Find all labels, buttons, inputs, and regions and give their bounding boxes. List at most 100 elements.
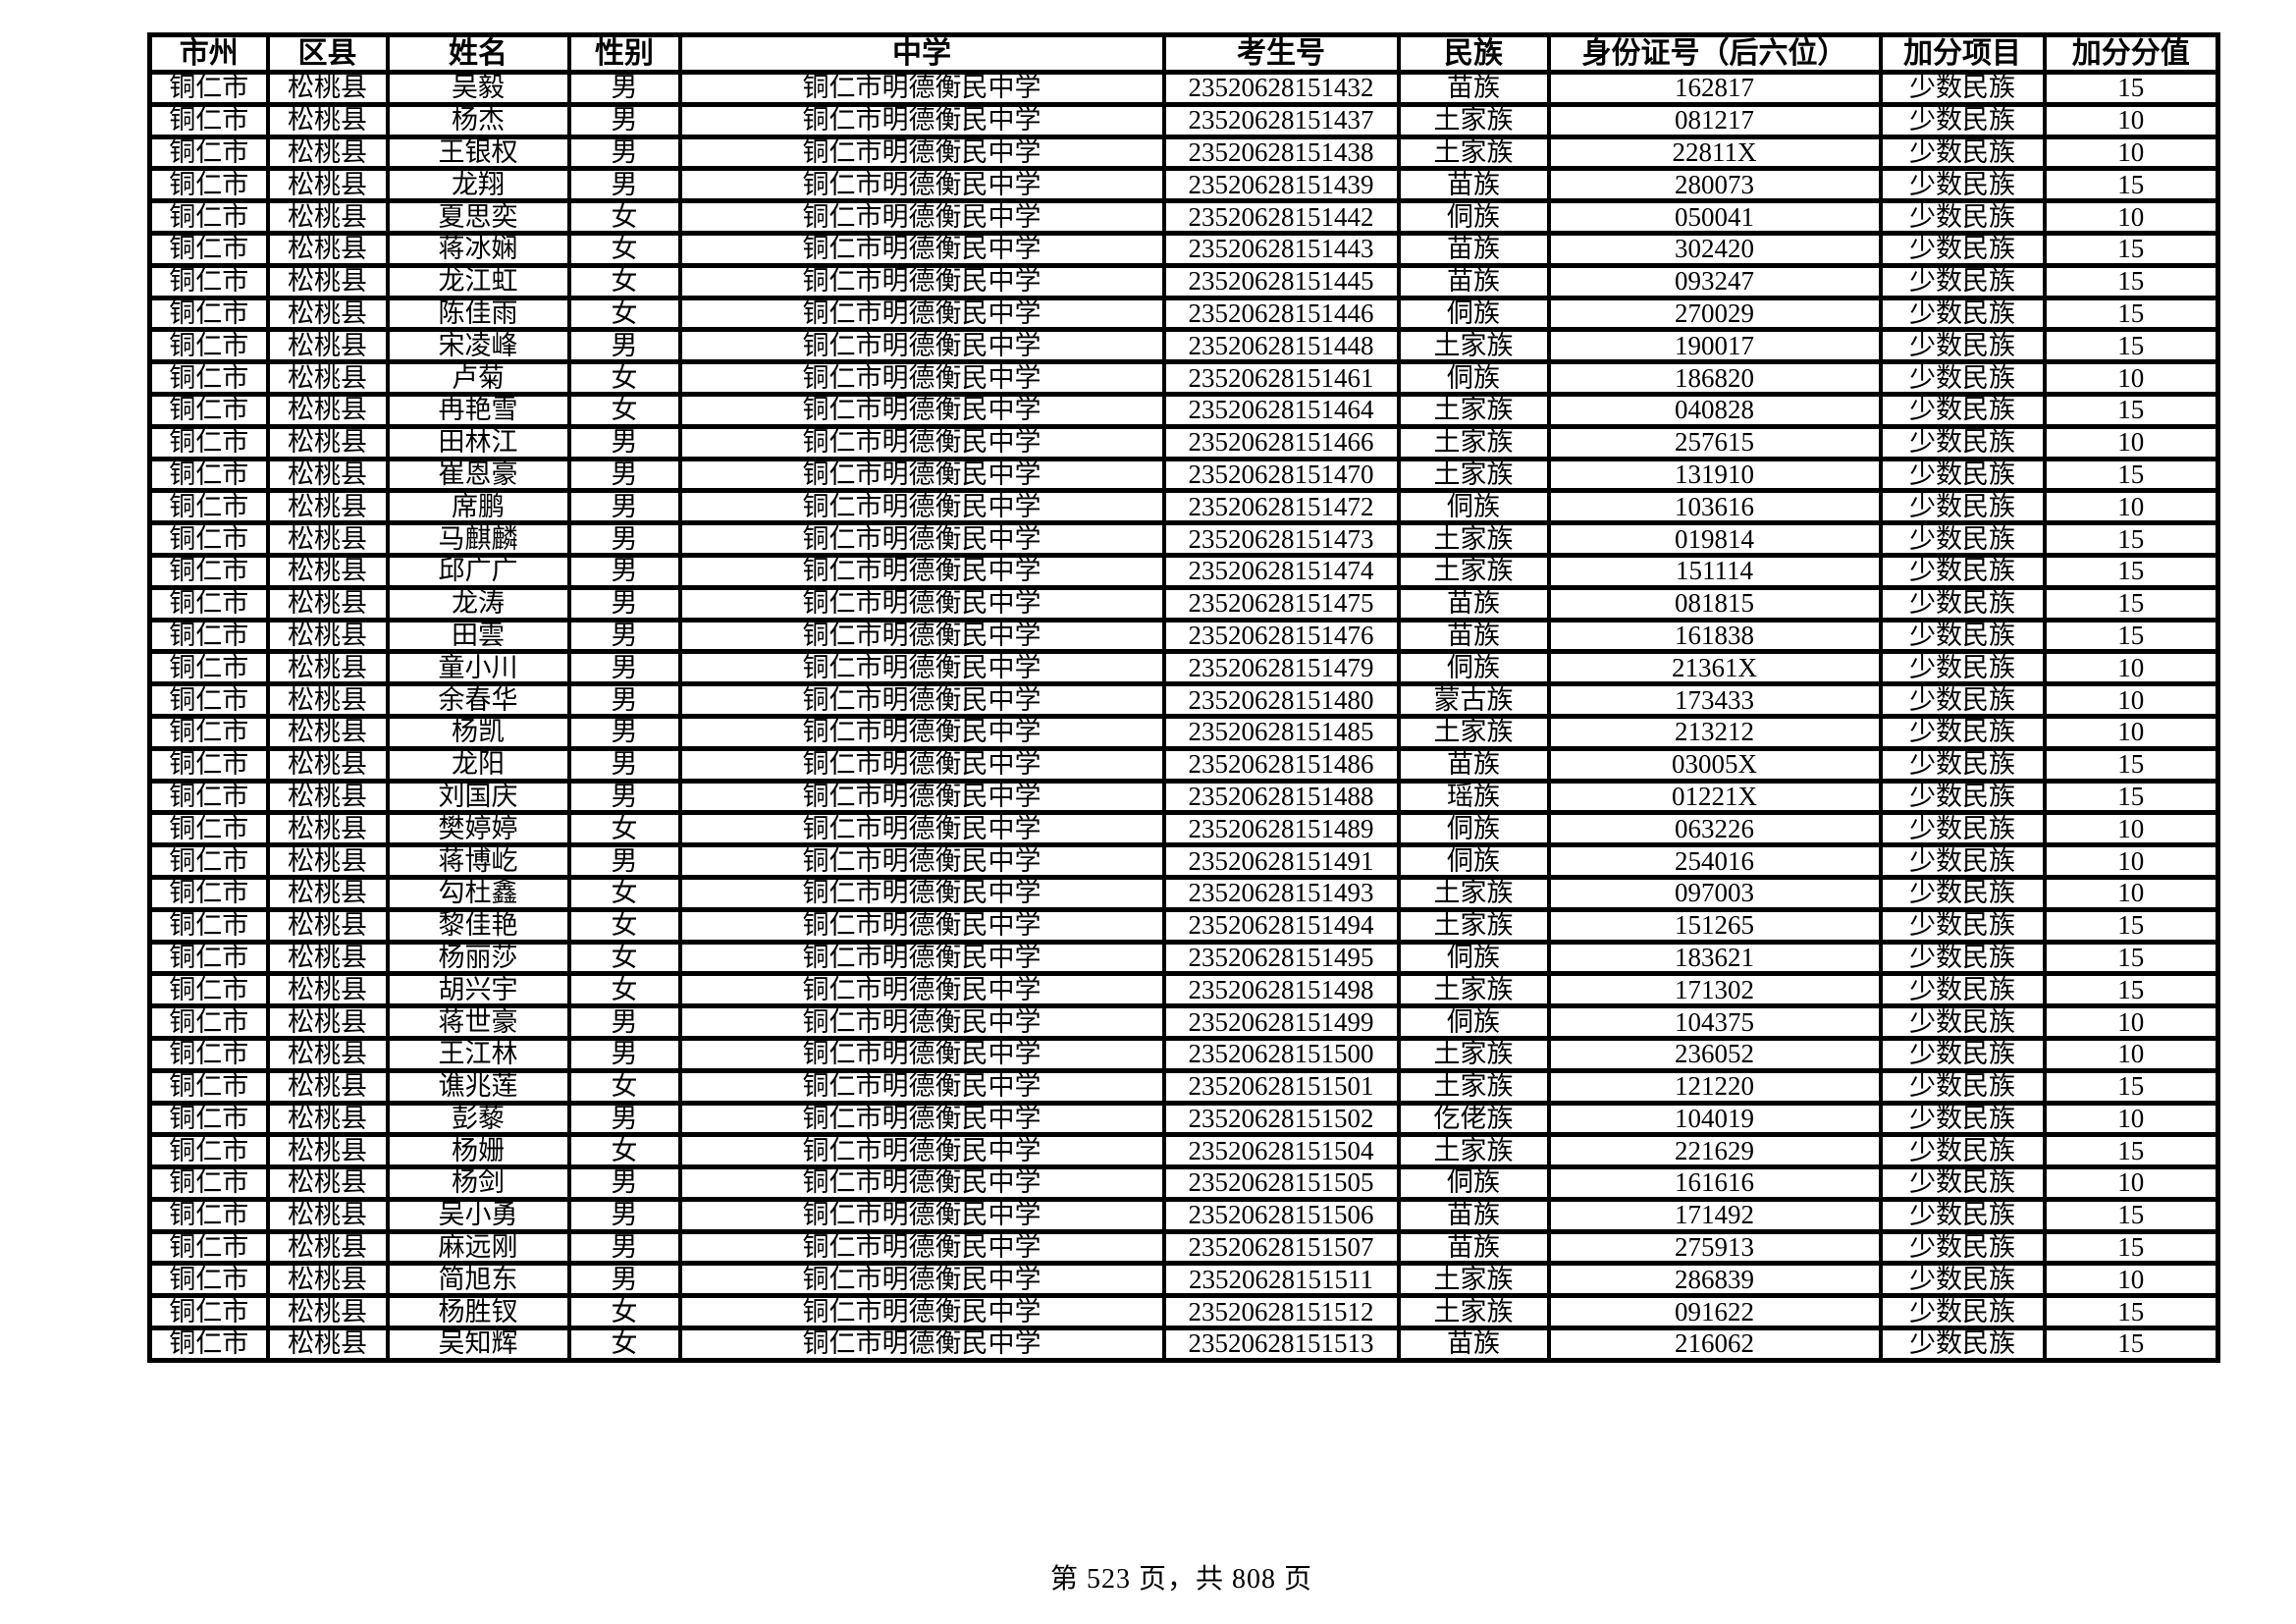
table-row: 铜仁市 松桃县 杨姗 女 铜仁市明德衡民中学 23520628151504 土家… bbox=[147, 1132, 2220, 1170]
cell-name: 龙涛 bbox=[385, 584, 571, 623]
cell-name: 吴毅 bbox=[385, 70, 571, 107]
cell-school: 铜仁市明德衡民中学 bbox=[677, 1067, 1166, 1106]
cell-gender: 女 bbox=[566, 1326, 682, 1363]
cell-id-last6: 019814 bbox=[1546, 520, 1883, 558]
cell-city: 铜仁市 bbox=[147, 391, 270, 429]
cell-name: 蒋博屹 bbox=[385, 842, 571, 880]
cell-school: 铜仁市明德衡民中学 bbox=[677, 1035, 1166, 1073]
cell-city: 铜仁市 bbox=[147, 359, 270, 397]
cell-name: 杨姗 bbox=[385, 1132, 571, 1170]
cell-ethnicity: 侗族 bbox=[1396, 939, 1551, 977]
cell-city: 铜仁市 bbox=[147, 874, 270, 912]
cell-city: 铜仁市 bbox=[147, 1067, 270, 1106]
cell-county: 松桃县 bbox=[265, 1035, 390, 1073]
cell-gender: 男 bbox=[566, 70, 682, 107]
cell-ethnicity: 苗族 bbox=[1396, 584, 1551, 623]
table-row: 铜仁市 松桃县 简旭东 男 铜仁市明德衡民中学 23520628151511 土… bbox=[147, 1261, 2220, 1299]
cell-bonus-item: 少数民族 bbox=[1878, 134, 2047, 172]
cell-bonus-points: 15 bbox=[2042, 617, 2220, 655]
cell-school: 铜仁市明德衡民中学 bbox=[677, 70, 1166, 107]
cell-bonus-item: 少数民族 bbox=[1878, 359, 2047, 397]
cell-gender: 男 bbox=[566, 552, 682, 590]
cell-school: 铜仁市明德衡民中学 bbox=[677, 584, 1166, 623]
cell-candidate-number: 23520628151498 bbox=[1161, 971, 1401, 1009]
cell-ethnicity: 土家族 bbox=[1396, 1132, 1551, 1170]
cell-bonus-item: 少数民族 bbox=[1878, 1164, 2047, 1202]
cell-name: 吴小勇 bbox=[385, 1196, 571, 1234]
table-row: 铜仁市 松桃县 蒋冰娴 女 铜仁市明德衡民中学 23520628151443 苗… bbox=[147, 230, 2220, 268]
cell-candidate-number: 23520628151512 bbox=[1161, 1293, 1401, 1331]
cell-city: 铜仁市 bbox=[147, 488, 270, 526]
cell-id-last6: 097003 bbox=[1546, 874, 1883, 912]
cell-county: 松桃县 bbox=[265, 456, 390, 494]
cell-county: 松桃县 bbox=[265, 552, 390, 590]
cell-city: 铜仁市 bbox=[147, 166, 270, 204]
cell-bonus-item: 少数民族 bbox=[1878, 584, 2047, 623]
cell-id-last6: 22811X bbox=[1546, 134, 1883, 172]
cell-city: 铜仁市 bbox=[147, 134, 270, 172]
cell-bonus-item: 少数民族 bbox=[1878, 70, 2047, 107]
cell-bonus-points: 10 bbox=[2042, 1100, 2220, 1138]
table-row: 铜仁市 松桃县 樊婷婷 女 铜仁市明德衡民中学 23520628151489 侗… bbox=[147, 810, 2220, 848]
cell-bonus-item: 少数民族 bbox=[1878, 1293, 2047, 1331]
header-bonus-item: 加分项目 bbox=[1878, 32, 2047, 75]
cell-name: 席鹏 bbox=[385, 488, 571, 526]
cell-school: 铜仁市明德衡民中学 bbox=[677, 1326, 1166, 1363]
cell-county: 松桃县 bbox=[265, 778, 390, 816]
cell-bonus-item: 少数民族 bbox=[1878, 552, 2047, 590]
cell-id-last6: 216062 bbox=[1546, 1326, 1883, 1363]
cell-city: 铜仁市 bbox=[147, 295, 270, 333]
table-row: 铜仁市 松桃县 夏思奕 女 铜仁市明德衡民中学 23520628151442 侗… bbox=[147, 198, 2220, 236]
table-row: 铜仁市 松桃县 龙阳 男 铜仁市明德衡民中学 23520628151486 苗族… bbox=[147, 745, 2220, 784]
cell-bonus-item: 少数民族 bbox=[1878, 971, 2047, 1009]
table-row: 铜仁市 松桃县 谯兆莲 女 铜仁市明德衡民中学 23520628151501 土… bbox=[147, 1067, 2220, 1106]
cell-county: 松桃县 bbox=[265, 1164, 390, 1202]
cell-county: 松桃县 bbox=[265, 745, 390, 784]
cell-ethnicity: 侗族 bbox=[1396, 810, 1551, 848]
cell-school: 铜仁市明德衡民中学 bbox=[677, 456, 1166, 494]
cell-ethnicity: 土家族 bbox=[1396, 552, 1551, 590]
cell-county: 松桃县 bbox=[265, 649, 390, 687]
table-row: 铜仁市 松桃县 龙江虹 女 铜仁市明德衡民中学 23520628151445 苗… bbox=[147, 262, 2220, 300]
cell-name: 杨凯 bbox=[385, 713, 571, 751]
cell-id-last6: 221629 bbox=[1546, 1132, 1883, 1170]
cell-bonus-item: 少数民族 bbox=[1878, 649, 2047, 687]
cell-school: 铜仁市明德衡民中学 bbox=[677, 327, 1166, 365]
cell-name: 马麒麟 bbox=[385, 520, 571, 558]
cell-city: 铜仁市 bbox=[147, 70, 270, 107]
cell-gender: 女 bbox=[566, 262, 682, 300]
table-row: 铜仁市 松桃县 麻远刚 男 铜仁市明德衡民中学 23520628151507 苗… bbox=[147, 1228, 2220, 1267]
cell-school: 铜仁市明德衡民中学 bbox=[677, 488, 1166, 526]
cell-id-last6: 213212 bbox=[1546, 713, 1883, 751]
cell-ethnicity: 侗族 bbox=[1396, 1164, 1551, 1202]
cell-ethnicity: 苗族 bbox=[1396, 166, 1551, 204]
cell-bonus-item: 少数民族 bbox=[1878, 198, 2047, 236]
table-row: 铜仁市 松桃县 吴小勇 男 铜仁市明德衡民中学 23520628151506 苗… bbox=[147, 1196, 2220, 1234]
cell-candidate-number: 23520628151476 bbox=[1161, 617, 1401, 655]
cell-gender: 男 bbox=[566, 617, 682, 655]
cell-city: 铜仁市 bbox=[147, 1132, 270, 1170]
cell-bonus-points: 15 bbox=[2042, 778, 2220, 816]
cell-bonus-points: 15 bbox=[2042, 939, 2220, 977]
cell-bonus-item: 少数民族 bbox=[1878, 295, 2047, 333]
cell-gender: 男 bbox=[566, 488, 682, 526]
cell-candidate-number: 23520628151485 bbox=[1161, 713, 1401, 751]
cell-school: 铜仁市明德衡民中学 bbox=[677, 295, 1166, 333]
cell-id-last6: 162817 bbox=[1546, 70, 1883, 107]
cell-school: 铜仁市明德衡民中学 bbox=[677, 262, 1166, 300]
cell-gender: 男 bbox=[566, 423, 682, 461]
cell-county: 松桃县 bbox=[265, 1261, 390, 1299]
cell-name: 王江林 bbox=[385, 1035, 571, 1073]
cell-name: 龙翔 bbox=[385, 166, 571, 204]
table-row: 铜仁市 松桃县 王银权 男 铜仁市明德衡民中学 23520628151438 土… bbox=[147, 134, 2220, 172]
cell-bonus-points: 15 bbox=[2042, 391, 2220, 429]
cell-bonus-points: 10 bbox=[2042, 1035, 2220, 1073]
cell-bonus-item: 少数民族 bbox=[1878, 842, 2047, 880]
cell-school: 铜仁市明德衡民中学 bbox=[677, 134, 1166, 172]
cell-school: 铜仁市明德衡民中学 bbox=[677, 101, 1166, 139]
cell-gender: 男 bbox=[566, 1164, 682, 1202]
cell-ethnicity: 土家族 bbox=[1396, 134, 1551, 172]
table-row: 铜仁市 松桃县 杨胜钗 女 铜仁市明德衡民中学 23520628151512 土… bbox=[147, 1293, 2220, 1331]
cell-bonus-points: 10 bbox=[2042, 198, 2220, 236]
cell-city: 铜仁市 bbox=[147, 101, 270, 139]
